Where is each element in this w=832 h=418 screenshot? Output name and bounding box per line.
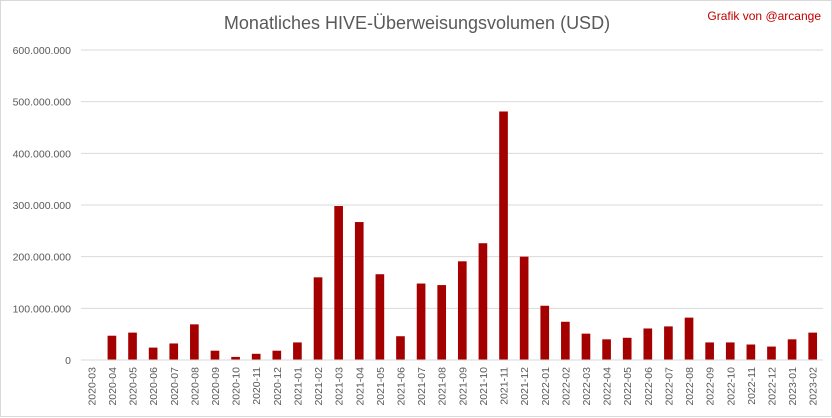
x-tick-label: 2021-03 bbox=[334, 367, 346, 406]
bar-2022-01 bbox=[540, 305, 550, 360]
y-tick-label: 600.000.000 bbox=[13, 45, 72, 57]
bar-2021-10 bbox=[478, 243, 488, 360]
bar-2022-04 bbox=[602, 339, 611, 360]
bar-2023-01 bbox=[787, 339, 797, 360]
y-tick-label: 400.000.000 bbox=[13, 148, 72, 160]
x-tick-label: 2021-07 bbox=[416, 367, 428, 406]
bar-2022-07 bbox=[664, 326, 673, 360]
x-tick-label: 2020-07 bbox=[169, 367, 181, 406]
x-tick-label: 2020-05 bbox=[128, 367, 140, 406]
x-tick-label: 2023-02 bbox=[808, 367, 820, 406]
bar-2021-09 bbox=[457, 261, 467, 360]
y-tick-label: 500.000.000 bbox=[13, 97, 72, 109]
bar-2020-05 bbox=[128, 332, 137, 360]
x-tick-label: 2022-08 bbox=[684, 367, 696, 406]
chart-credit: Grafik von @arcange bbox=[707, 9, 821, 23]
x-tick-label: 2021-02 bbox=[313, 367, 325, 406]
bar-2021-05 bbox=[375, 274, 385, 360]
bar-2021-06 bbox=[396, 336, 405, 360]
y-tick-label: 300.000.000 bbox=[13, 200, 72, 212]
x-tick-label: 2022-03 bbox=[581, 367, 593, 406]
bar-2020-04 bbox=[107, 335, 117, 360]
bar-2022-09 bbox=[705, 342, 714, 360]
y-axis-ticks: 0 100.000.000 200.000.000 300.000.000 400.00… bbox=[13, 45, 72, 367]
bar-2020-10 bbox=[231, 356, 240, 360]
bar-2021-03 bbox=[334, 206, 343, 360]
x-tick-label: 2021-12 bbox=[519, 367, 531, 406]
x-tick-label: 2021-05 bbox=[375, 367, 387, 406]
y-tick-label: 200.000.000 bbox=[13, 252, 72, 264]
x-tick-label: 2020-10 bbox=[231, 367, 243, 406]
x-tick-label: 2021-04 bbox=[354, 367, 366, 406]
x-tick-label: 2022-11 bbox=[746, 367, 758, 405]
y-tick-label: 0 bbox=[65, 355, 71, 367]
x-tick-label: 2022-02 bbox=[560, 367, 572, 406]
x-tick-label: 2021-09 bbox=[457, 367, 469, 406]
chart-title: Monatliches HIVE-Überweisungsvolumen (US… bbox=[223, 13, 611, 33]
bar-2022-08 bbox=[684, 317, 694, 360]
bar-2021-11 bbox=[499, 111, 508, 360]
bar-2021-07 bbox=[416, 283, 426, 360]
gridlines bbox=[81, 49, 823, 309]
x-tick-label: 2020-12 bbox=[272, 367, 284, 406]
bar-2020-08 bbox=[190, 324, 199, 360]
x-tick-label: 2022-05 bbox=[622, 367, 634, 406]
x-tick-label: 2023-01 bbox=[787, 367, 799, 406]
bar-2021-04 bbox=[354, 222, 364, 360]
x-tick-label: 2020-04 bbox=[107, 367, 119, 406]
bar-2022-12 bbox=[767, 346, 776, 360]
x-axis-ticks: 2020-03 2020-04 2020-05 2020-06 2020-07 2020-… bbox=[86, 367, 819, 406]
x-tick-label: 2020-08 bbox=[189, 367, 201, 406]
x-tick-label: 2021-11 bbox=[499, 367, 511, 405]
x-tick-label: 2022-04 bbox=[602, 367, 614, 406]
bar-2021-08 bbox=[437, 285, 447, 360]
bar-2022-10 bbox=[725, 342, 735, 360]
x-tick-label: 2022-10 bbox=[725, 367, 737, 406]
bar-2022-06 bbox=[643, 328, 653, 360]
bar-2022-05 bbox=[622, 337, 632, 360]
x-tick-label: 2020-11 bbox=[251, 367, 263, 405]
x-tick-label: 2021-01 bbox=[292, 367, 304, 406]
bar-2021-02 bbox=[313, 277, 323, 360]
x-tick-label: 2021-10 bbox=[478, 367, 490, 406]
x-tick-label: 2022-09 bbox=[705, 367, 717, 406]
x-tick-label: 2020-03 bbox=[86, 367, 98, 406]
bar-2020-09 bbox=[210, 350, 220, 360]
bars bbox=[107, 111, 818, 360]
bar-2021-12 bbox=[519, 256, 529, 360]
bar-2023-02 bbox=[808, 332, 818, 360]
bar-2020-11 bbox=[251, 353, 261, 360]
bar-2020-12 bbox=[272, 350, 282, 360]
bar-2022-03 bbox=[581, 333, 591, 360]
x-tick-label: 2021-06 bbox=[395, 367, 407, 406]
bar-2020-06 bbox=[148, 347, 158, 360]
bar-2022-02 bbox=[561, 321, 570, 360]
bar-2021-01 bbox=[293, 342, 302, 360]
bar-2020-07 bbox=[169, 343, 179, 360]
x-tick-label: 2022-01 bbox=[540, 367, 552, 406]
x-tick-label: 2020-06 bbox=[148, 367, 160, 406]
x-tick-label: 2022-07 bbox=[663, 367, 675, 406]
bar-2022-11 bbox=[746, 344, 756, 360]
x-tick-label: 2022-06 bbox=[643, 367, 655, 406]
x-tick-label: 2021-08 bbox=[437, 367, 449, 406]
y-tick-label: 100.000.000 bbox=[13, 303, 72, 315]
x-tick-label: 2020-09 bbox=[210, 367, 222, 406]
x-tick-label: 2022-12 bbox=[766, 367, 778, 406]
